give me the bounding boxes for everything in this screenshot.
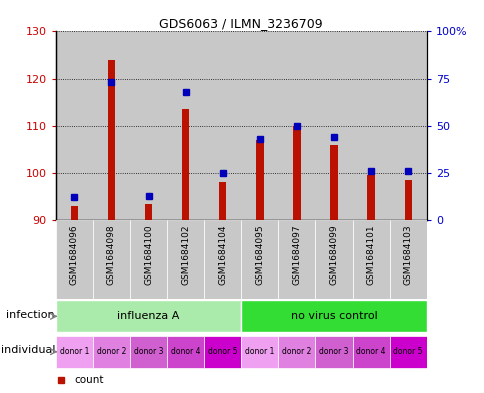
Bar — [241, 220, 278, 299]
Text: donor 2: donor 2 — [282, 347, 311, 356]
Text: donor 4: donor 4 — [356, 347, 385, 356]
Text: donor 1: donor 1 — [60, 347, 89, 356]
Text: count: count — [74, 375, 104, 386]
Bar — [56, 336, 93, 368]
Bar — [130, 220, 166, 299]
Bar — [204, 336, 241, 368]
Bar — [166, 220, 204, 299]
Text: donor 1: donor 1 — [244, 347, 274, 356]
Bar — [352, 220, 389, 299]
Bar — [166, 336, 204, 368]
Title: GDS6063 / ILMN_3236709: GDS6063 / ILMN_3236709 — [159, 17, 322, 30]
Bar — [56, 220, 93, 299]
Bar — [241, 300, 426, 332]
Bar — [93, 220, 130, 299]
Bar — [56, 300, 241, 332]
Bar — [107, 60, 115, 220]
Bar — [293, 126, 300, 220]
Text: GSM1684104: GSM1684104 — [218, 224, 227, 285]
Bar — [389, 336, 426, 368]
Bar — [56, 31, 93, 220]
Bar — [278, 336, 315, 368]
Text: GSM1684102: GSM1684102 — [181, 224, 190, 285]
Text: GSM1684103: GSM1684103 — [403, 224, 412, 285]
Text: individual: individual — [0, 345, 55, 355]
Bar — [278, 220, 315, 299]
Text: donor 5: donor 5 — [208, 347, 237, 356]
Bar — [330, 145, 337, 220]
Text: no virus control: no virus control — [290, 311, 377, 321]
Bar — [404, 180, 411, 220]
Bar — [315, 31, 352, 220]
Bar — [241, 336, 278, 368]
Text: donor 5: donor 5 — [393, 347, 422, 356]
Bar — [71, 206, 78, 220]
Bar — [145, 204, 152, 220]
Bar — [219, 182, 226, 220]
Text: infection: infection — [6, 310, 55, 320]
Text: donor 4: donor 4 — [170, 347, 200, 356]
Text: GSM1684099: GSM1684099 — [329, 224, 338, 285]
Text: GSM1684101: GSM1684101 — [366, 224, 375, 285]
Text: donor 2: donor 2 — [96, 347, 126, 356]
Bar — [278, 31, 315, 220]
Bar — [389, 220, 426, 299]
Text: donor 3: donor 3 — [318, 347, 348, 356]
Bar — [130, 336, 166, 368]
Bar — [352, 336, 389, 368]
Bar — [241, 31, 278, 220]
Bar — [182, 109, 189, 220]
Text: GSM1684097: GSM1684097 — [292, 224, 301, 285]
Bar — [166, 31, 204, 220]
Bar — [204, 31, 241, 220]
Bar — [93, 336, 130, 368]
Text: GSM1684098: GSM1684098 — [106, 224, 116, 285]
Text: GSM1684095: GSM1684095 — [255, 224, 264, 285]
Bar — [352, 31, 389, 220]
Bar — [204, 220, 241, 299]
Text: influenza A: influenza A — [117, 311, 180, 321]
Bar — [315, 336, 352, 368]
Text: donor 3: donor 3 — [134, 347, 163, 356]
Bar — [256, 140, 263, 220]
Text: GSM1684100: GSM1684100 — [144, 224, 153, 285]
Bar — [130, 31, 166, 220]
Text: GSM1684096: GSM1684096 — [70, 224, 79, 285]
Bar — [367, 175, 374, 220]
Bar — [93, 31, 130, 220]
Bar — [315, 220, 352, 299]
Bar — [389, 31, 426, 220]
